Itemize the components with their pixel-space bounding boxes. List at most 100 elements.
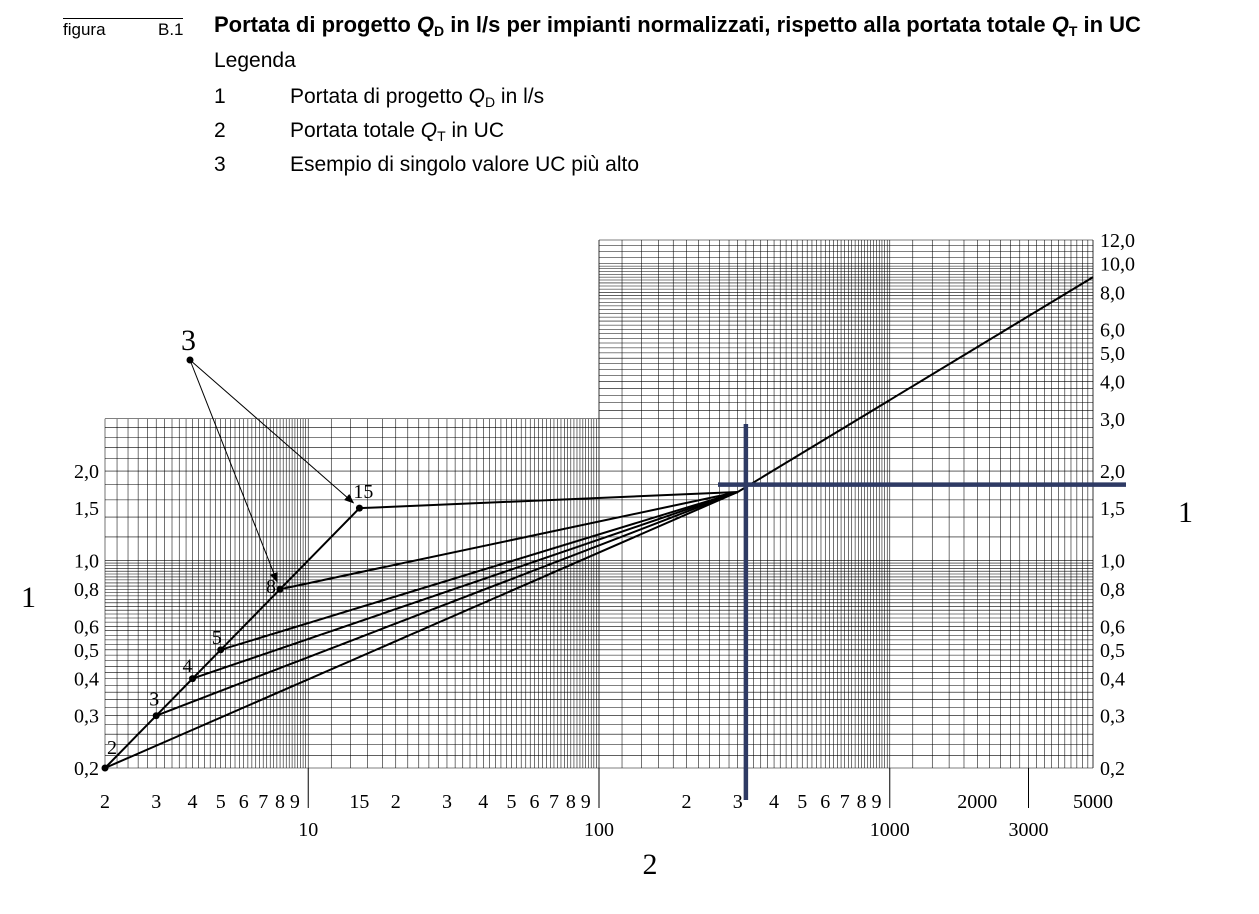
- x-tick-label: 7: [258, 791, 268, 813]
- title-qt-subscript: T: [1068, 23, 1078, 39]
- point-label: 8: [266, 576, 276, 598]
- annotation-arrow: [189, 359, 278, 583]
- x-tick-label: 3: [442, 791, 452, 813]
- x-tick-label: 5: [797, 791, 807, 813]
- legend-title: Legenda: [214, 49, 296, 72]
- legend-item: 1 Portata di progetto QD in l/s: [214, 85, 544, 110]
- data-point: [355, 504, 363, 512]
- title-qd-symbol: Q: [416, 12, 435, 37]
- x-tick-label: 6: [529, 791, 539, 813]
- x-tick-label-major: 10: [298, 819, 318, 841]
- x-tick-label: 9: [290, 791, 300, 813]
- legend-symbol: Q: [420, 119, 438, 142]
- x-tick-label: 8: [275, 791, 285, 813]
- x-tick-label: 2: [682, 791, 692, 813]
- series-line: [104, 507, 361, 769]
- y-tick-label-right: 0,5: [1100, 640, 1125, 662]
- figure-number: B.1: [158, 20, 184, 39]
- y-tick-label-left: 1,5: [74, 498, 99, 520]
- y-tick-label-right: 1,0: [1100, 550, 1125, 572]
- point-label: 3: [149, 689, 159, 711]
- y-tick-label-left: 2,0: [74, 461, 99, 483]
- data-point: [152, 712, 160, 720]
- x-tick-label: 4: [478, 791, 488, 813]
- y-axis-label-left: 1: [21, 581, 36, 614]
- legend-text-post: in l/s: [495, 85, 545, 108]
- chart-labels: 234581530,20,30,40,50,60,81,01,52,00,20,…: [21, 230, 1193, 881]
- y-tick-label-right: 1,5: [1100, 498, 1125, 520]
- legend-key: 2: [214, 119, 226, 142]
- y-tick-label-right: 0,3: [1100, 706, 1125, 728]
- point-label: 4: [183, 656, 193, 678]
- x-tick-label: 6: [820, 791, 830, 813]
- x-tick-label-major: 1000: [870, 819, 910, 841]
- series-line: [220, 491, 739, 651]
- y-tick-label-left: 0,8: [74, 579, 99, 601]
- series-line: [155, 491, 739, 717]
- x-tick-label: 4: [188, 791, 198, 813]
- y-tick-label-right: 8,0: [1100, 282, 1125, 304]
- series-line: [279, 491, 738, 591]
- y-tick-label-right: 2,0: [1100, 461, 1125, 483]
- legend-text: Esempio di singolo valore UC più alto: [290, 153, 640, 176]
- x-tick-label: 9: [581, 791, 591, 813]
- y-tick-label-left: 0,2: [74, 758, 99, 780]
- y-tick-label-right: 0,4: [1100, 669, 1125, 691]
- point-label: 15: [353, 481, 373, 503]
- legend-key: 1: [214, 85, 226, 108]
- x-tick-label: 5: [506, 791, 516, 813]
- annotation-arrow: [189, 359, 355, 504]
- x-tick-label: 2000: [957, 791, 997, 813]
- y-tick-label-right: 3,0: [1100, 409, 1125, 431]
- x-tick-label: 2: [391, 791, 401, 813]
- y-tick-label-right: 6,0: [1100, 319, 1125, 341]
- chart-highlight: [718, 424, 1126, 800]
- data-point: [217, 646, 225, 654]
- legend-item: 2 Portata totale QT in UC: [214, 119, 504, 144]
- point-label: 2: [107, 737, 117, 759]
- point-label: 5: [212, 627, 222, 649]
- y-tick-label-right: 4,0: [1100, 372, 1125, 394]
- legend-subscript: D: [484, 94, 496, 110]
- chart-grid: [104, 239, 1094, 808]
- x-tick-label: 7: [840, 791, 850, 813]
- x-tick-label-major: 100: [584, 819, 614, 841]
- figure-title: Portata di progetto QD in l/s per impian…: [214, 12, 1141, 39]
- y-tick-label-left: 0,5: [74, 640, 99, 662]
- figure-word: figura: [63, 20, 106, 39]
- legend-text: Portata di progetto: [290, 85, 469, 108]
- legend-item: 3 Esempio di singolo valore UC più alto: [214, 153, 639, 177]
- series-line: [737, 276, 1094, 493]
- y-tick-label-right: 0,8: [1100, 579, 1125, 601]
- series-line: [192, 491, 739, 680]
- annotation-label: 3: [181, 324, 196, 357]
- y-tick-label-right: 10,0: [1100, 254, 1135, 276]
- x-tick-label: 5000: [1073, 791, 1113, 813]
- x-tick-label: 4: [769, 791, 779, 813]
- chart-series: [101, 276, 1094, 772]
- series-line: [359, 491, 738, 510]
- x-tick-label: 7: [549, 791, 559, 813]
- title-post: in UC: [1077, 12, 1141, 37]
- legend-text: Portata totale: [290, 119, 421, 142]
- x-axis-label: 2: [643, 848, 658, 881]
- x-tick-label: 2: [100, 791, 110, 813]
- y-tick-label-left: 0,3: [74, 706, 99, 728]
- y-tick-label-right: 0,6: [1100, 616, 1125, 638]
- title-qd-subscript: D: [434, 23, 445, 39]
- x-tick-label: 3: [733, 791, 743, 813]
- title-mid: in l/s per impianti normalizzati, rispet…: [444, 12, 1052, 37]
- y-axis-label-right: 1: [1178, 496, 1193, 529]
- figure-label: figura B.1: [63, 18, 184, 42]
- data-point: [101, 764, 109, 772]
- y-tick-label-left: 1,0: [74, 550, 99, 572]
- y-tick-label-left: 0,4: [74, 669, 99, 691]
- series-line: [104, 491, 739, 769]
- x-tick-label: 5: [216, 791, 226, 813]
- x-tick-label: 15: [349, 791, 369, 813]
- legend-text-post: in UC: [445, 119, 505, 142]
- data-point: [276, 585, 284, 593]
- y-tick-label-right: 5,0: [1100, 343, 1125, 365]
- title-qt-symbol: Q: [1051, 12, 1069, 37]
